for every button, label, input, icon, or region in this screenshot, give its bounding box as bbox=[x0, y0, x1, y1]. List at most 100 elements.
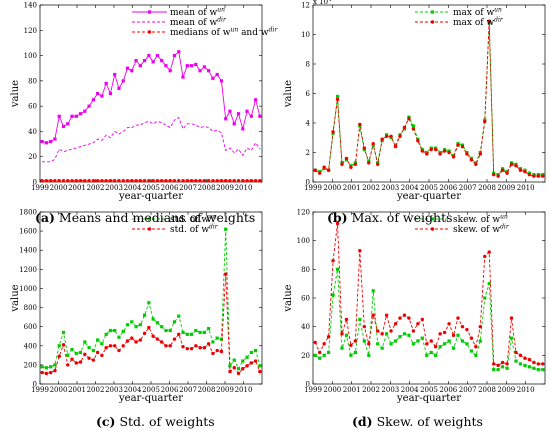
p2-series-1-point-20 bbox=[125, 339, 130, 343]
p1-series-0-line bbox=[315, 22, 543, 176]
p0-series-0-point-6 bbox=[66, 122, 70, 126]
p2-series-1-point-49 bbox=[249, 361, 254, 365]
p3-series-1-point-32 bbox=[456, 316, 460, 320]
p0-series-2-point-40 bbox=[211, 179, 215, 183]
p0-series-2-point-12 bbox=[91, 179, 96, 183]
p3-ytick-label-4: 80 bbox=[301, 266, 310, 274]
p1-series-1-point-33 bbox=[460, 144, 465, 149]
p0-series-2-point-20 bbox=[125, 179, 130, 183]
p1-series-1-point-25 bbox=[425, 152, 429, 156]
p3-series-1-point-42 bbox=[500, 360, 505, 365]
p3-series-1-point-28 bbox=[438, 332, 442, 336]
p0-series-0-point-30 bbox=[168, 69, 172, 73]
p1-series-1-point-15 bbox=[380, 137, 384, 141]
p3-series-0-point-24 bbox=[420, 336, 424, 340]
p3-series-0-point-27 bbox=[434, 353, 438, 357]
p0-ytick-label-7: 140 bbox=[24, 2, 37, 10]
p2-series-1-point-22 bbox=[134, 340, 138, 344]
p0-series-2-point-23 bbox=[138, 179, 143, 183]
p0-series-2-point-27 bbox=[155, 179, 160, 183]
p2-series-0-point-38 bbox=[202, 330, 206, 334]
p0-series-0-point-50 bbox=[253, 98, 258, 102]
p0-series-2-point-17 bbox=[113, 179, 117, 183]
p1-xtick-label-0: 1999 bbox=[304, 184, 322, 192]
p1-series-1-point-34 bbox=[465, 152, 469, 156]
p1-series-1-point-2 bbox=[322, 165, 326, 169]
p1-series-0-point-22 bbox=[411, 124, 415, 128]
p3-series-0-point-18 bbox=[393, 339, 398, 343]
p2-series-0-point-9 bbox=[78, 350, 83, 355]
p3-series-0-point-15 bbox=[380, 346, 384, 350]
p3-xtick-label-4: 2003 bbox=[381, 386, 399, 394]
p3-series-0-point-39 bbox=[487, 282, 491, 286]
p3-series-0-point-2 bbox=[322, 353, 326, 357]
p0-series-2-point-50 bbox=[253, 179, 258, 183]
p0-series-0-point-7 bbox=[70, 114, 74, 118]
p1-series-1-point-11 bbox=[362, 146, 367, 150]
p0-series-1-line bbox=[42, 116, 261, 163]
p2-xtick-label-5: 2004 bbox=[124, 386, 142, 394]
p3-series-1-point-5 bbox=[335, 221, 340, 226]
p2-ytick-label-0: 0 bbox=[33, 381, 37, 389]
p2-ytick-label-8: 1600 bbox=[19, 228, 37, 236]
p3-series-1-point-24 bbox=[420, 317, 425, 322]
p2-series-0-point-30 bbox=[168, 328, 172, 333]
p3-series-1-point-38 bbox=[483, 254, 487, 259]
p3-series-1-point-39 bbox=[487, 250, 491, 254]
p2-series-0-point-7 bbox=[70, 348, 74, 352]
p0-series-0-point-16 bbox=[108, 91, 113, 96]
p3-xtick-label-10: 2009 bbox=[497, 386, 515, 394]
p0-series-2-point-16 bbox=[108, 179, 113, 183]
p3-y-axis-label: value bbox=[283, 284, 294, 312]
p1-series-1-point-16 bbox=[384, 134, 389, 138]
p0-series-2-point-32 bbox=[177, 179, 181, 183]
p3-series-0-point-7 bbox=[344, 333, 349, 337]
p2-xtick-label-6: 2005 bbox=[142, 386, 160, 394]
p3-series-0-point-51 bbox=[541, 368, 545, 372]
p0-series-0-point-37 bbox=[198, 69, 202, 73]
p2-series-1-point-1 bbox=[44, 371, 49, 376]
p2-series-0-point-1 bbox=[44, 366, 49, 370]
p1-series-1-point-22 bbox=[411, 127, 416, 131]
p2-series-0-point-32 bbox=[177, 314, 181, 318]
p3-series-1-point-34 bbox=[465, 327, 469, 332]
p1-series-1-point-12 bbox=[367, 161, 371, 165]
p1-ytick-label-6: 12 bbox=[301, 2, 310, 10]
p0-xtick-label-9: 2008 bbox=[198, 184, 216, 192]
p2-ytick-label-2: 400 bbox=[24, 342, 37, 350]
p3-series-1-point-21 bbox=[407, 316, 411, 320]
p3-series-0-point-38 bbox=[483, 296, 487, 300]
p2-series-0-point-22 bbox=[134, 325, 138, 329]
p2-series-0-point-12 bbox=[91, 348, 95, 353]
p0-series-0-point-28 bbox=[160, 59, 164, 63]
p3-series-0-point-5 bbox=[335, 267, 340, 271]
p0-series-2-point-43 bbox=[224, 179, 228, 183]
p1-series-1-point-9 bbox=[353, 162, 358, 166]
p1-xtick-label-11: 2010 bbox=[517, 184, 535, 192]
p2-legend-0-label: std. of wun bbox=[170, 214, 217, 226]
p3-series-0-point-10 bbox=[358, 317, 362, 322]
p1-series-1-point-30 bbox=[447, 150, 451, 155]
p2-series-0-point-4 bbox=[57, 344, 61, 348]
p2-series-0-point-34 bbox=[185, 332, 189, 336]
p0-series-2-point-41 bbox=[215, 179, 219, 183]
p2-series-1-point-0 bbox=[40, 370, 44, 375]
p3-series-1-point-1 bbox=[317, 350, 322, 355]
p2-series-1-point-14 bbox=[100, 353, 104, 358]
p0-series-2-point-1 bbox=[44, 179, 49, 183]
p0-series-0-point-11 bbox=[87, 104, 91, 108]
p1-series-1-point-17 bbox=[389, 134, 393, 138]
p0-series-0-point-1 bbox=[44, 141, 49, 145]
p3-series-0-point-0 bbox=[313, 353, 317, 357]
p3-series-1-point-40 bbox=[491, 362, 496, 366]
p0-series-2-point-31 bbox=[172, 179, 177, 183]
p2-series-0-point-36 bbox=[194, 328, 198, 333]
p2-xtick-label-3: 2002 bbox=[87, 386, 105, 394]
p0-ytick-label-3: 60 bbox=[28, 103, 37, 111]
p3-series-1-point-11 bbox=[362, 324, 367, 329]
p1-y-scale-label: x 104 bbox=[313, 0, 332, 6]
p3-series-1-point-49 bbox=[532, 360, 536, 365]
p2-series-1-point-15 bbox=[104, 345, 108, 350]
p2-series-1-point-35 bbox=[189, 346, 194, 351]
p3-series-0-point-44 bbox=[509, 336, 514, 340]
